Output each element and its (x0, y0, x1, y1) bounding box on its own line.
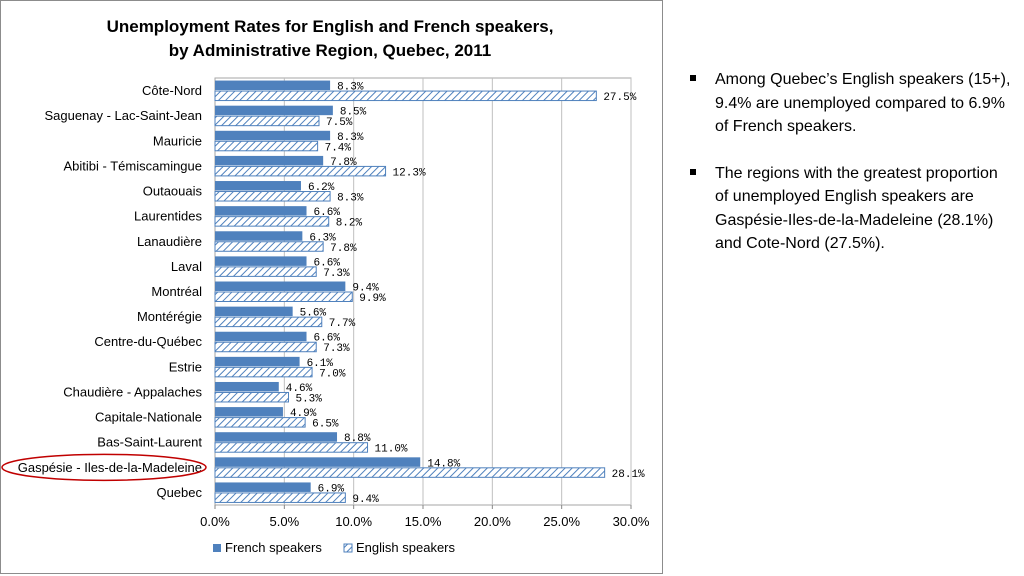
category-label: Saguenay - Lac-Saint-Jean (44, 108, 202, 123)
french-bar (215, 432, 338, 442)
bullet-text-1: Among Quebec’s English speakers (15+), 9… (715, 71, 1011, 135)
english-bar (214, 442, 369, 453)
legend-label: French speakers (225, 540, 322, 555)
english-bar (214, 191, 331, 202)
category-label: Quebec (156, 485, 202, 500)
french-bar (215, 381, 279, 392)
x-tick-label: 15.0% (405, 514, 442, 529)
data-label: 7.3% (323, 343, 350, 355)
french-bar (215, 281, 346, 291)
english-bar (214, 391, 289, 403)
data-label: 9.9% (359, 293, 386, 305)
data-label: 11.0% (375, 444, 408, 456)
data-label: 9.4% (352, 494, 379, 506)
english-bar (214, 316, 323, 328)
data-label: 6.6% (314, 333, 341, 345)
french-bar (215, 181, 301, 191)
french-bar (215, 155, 324, 166)
french-bar (215, 80, 331, 91)
french-bar (215, 306, 293, 317)
bullet-text-2: The regions with the greatest proportion… (715, 164, 998, 253)
category-label: Centre-du-Québec (94, 334, 202, 349)
category-label: Estrie (169, 359, 202, 374)
data-label: 8.5% (340, 107, 367, 119)
french-bar (215, 407, 283, 417)
category-label: Bas-Saint-Laurent (97, 435, 202, 450)
french-bar (215, 356, 300, 367)
french-bar (215, 331, 307, 342)
french-bar (215, 256, 307, 266)
legend-label: English speakers (356, 540, 455, 555)
category-label: Gaspésie - Iles-de-la-Madeleine (18, 460, 202, 475)
english-bar (214, 492, 346, 503)
data-label: 7.0% (319, 368, 346, 380)
data-label: 7.4% (325, 142, 352, 154)
data-label: 7.7% (329, 318, 356, 330)
data-label: 6.5% (312, 419, 339, 431)
highlight-ellipse (1, 453, 207, 482)
data-label: 7.8% (330, 243, 357, 255)
bullet-item-2: The regions with the greatest proportion… (690, 162, 1015, 256)
english-bar (214, 417, 306, 428)
english-bar (214, 216, 330, 227)
category-label: Côte-Nord (142, 83, 202, 98)
english-bar (214, 165, 387, 177)
x-tick-label: 30.0% (613, 514, 650, 529)
data-label: 7.5% (326, 117, 353, 129)
category-label: Montérégie (137, 309, 202, 324)
category-label: Laval (171, 259, 202, 274)
english-bar (214, 90, 597, 102)
french-bar (215, 105, 333, 116)
french-bar (215, 130, 331, 141)
data-label: 6.1% (307, 358, 334, 370)
bullet-item-1: Among Quebec’s English speakers (15+), 9… (690, 68, 1015, 139)
data-label: 8.3% (337, 193, 364, 205)
x-tick-label: 10.0% (335, 514, 372, 529)
data-label: 7.3% (323, 268, 350, 280)
english-bar (214, 467, 606, 478)
data-label: 8.2% (336, 218, 363, 230)
data-label: 12.3% (393, 167, 426, 179)
category-label: Montréal (151, 284, 202, 299)
legend-swatch-french (213, 544, 221, 552)
data-label: 28.1% (612, 469, 645, 481)
category-label: Lanaudière (137, 234, 202, 249)
data-label: 6.6% (314, 257, 341, 269)
bullet-marker-icon (690, 168, 696, 175)
french-bar (215, 231, 303, 241)
data-label: 8.3% (337, 132, 364, 144)
chart-title-line: Unemployment Rates for English and Frenc… (107, 17, 554, 36)
data-label: 4.6% (286, 383, 313, 395)
bullet-marker-icon (690, 75, 696, 81)
french-bar (215, 457, 421, 467)
data-label: 5.3% (295, 393, 322, 405)
legend-swatch-english (343, 543, 353, 553)
english-bar (214, 115, 320, 127)
english-bar (214, 341, 317, 353)
english-bar (214, 291, 353, 302)
english-bar (214, 366, 313, 378)
category-label: Laurentides (134, 209, 202, 224)
x-tick-label: 0.0% (200, 514, 230, 529)
chart-title-line: by Administrative Region, Quebec, 2011 (169, 41, 491, 60)
english-bar (214, 266, 317, 277)
x-tick-label: 20.0% (474, 514, 511, 529)
x-tick-label: 25.0% (543, 514, 580, 529)
category-label: Mauricie (153, 133, 202, 148)
data-label: 27.5% (603, 92, 636, 104)
french-bar (215, 206, 307, 216)
x-tick-label: 5.0% (270, 514, 300, 529)
category-label: Abitibi - Témiscamingue (64, 158, 202, 173)
french-bar (215, 482, 311, 492)
data-label: 9.4% (352, 283, 379, 295)
category-label: Capitale-Nationale (95, 410, 202, 425)
english-bar (214, 140, 319, 152)
bullet-list: Among Quebec’s English speakers (15+), 9… (690, 68, 1015, 279)
category-label: Chaudière - Appalaches (63, 384, 202, 399)
english-bar (214, 241, 324, 252)
category-label: Outaouais (143, 184, 203, 199)
bar-chart: 0.0% 5.0% 10.0% 15.0% 20.0% 25.0% 30.0% Unemplo… (1, 17, 650, 555)
